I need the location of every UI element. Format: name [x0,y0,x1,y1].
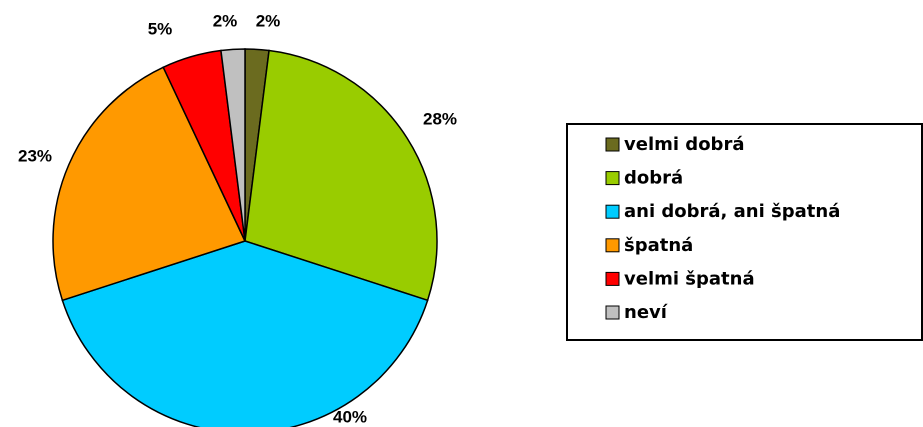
legend-label: neví [624,302,668,323]
legend-label: dobrá [624,168,683,189]
legend-swatch [605,305,620,320]
pie-slice [52,66,247,302]
legend-swatch [605,204,620,219]
legend-swatch [605,171,620,186]
legend-label: špatná [624,235,693,256]
legend-swatch [605,271,620,286]
data-label: 2% [256,11,281,30]
legend-label: velmi špatná [624,268,755,289]
pie-slice [220,48,246,242]
legend-label: velmi dobrá [624,134,744,155]
pie-slice [244,49,438,302]
data-label: 5% [148,19,173,38]
data-label: 28% [423,109,457,128]
data-label: 23% [18,146,52,165]
data-label: 2% [213,11,238,30]
legend-swatch [605,137,620,152]
pie-slice [61,240,429,427]
legend-swatch [605,238,620,253]
data-label: 40% [333,407,367,426]
legend-box [566,123,923,341]
legend-label: ani dobrá, ani špatná [624,201,840,222]
